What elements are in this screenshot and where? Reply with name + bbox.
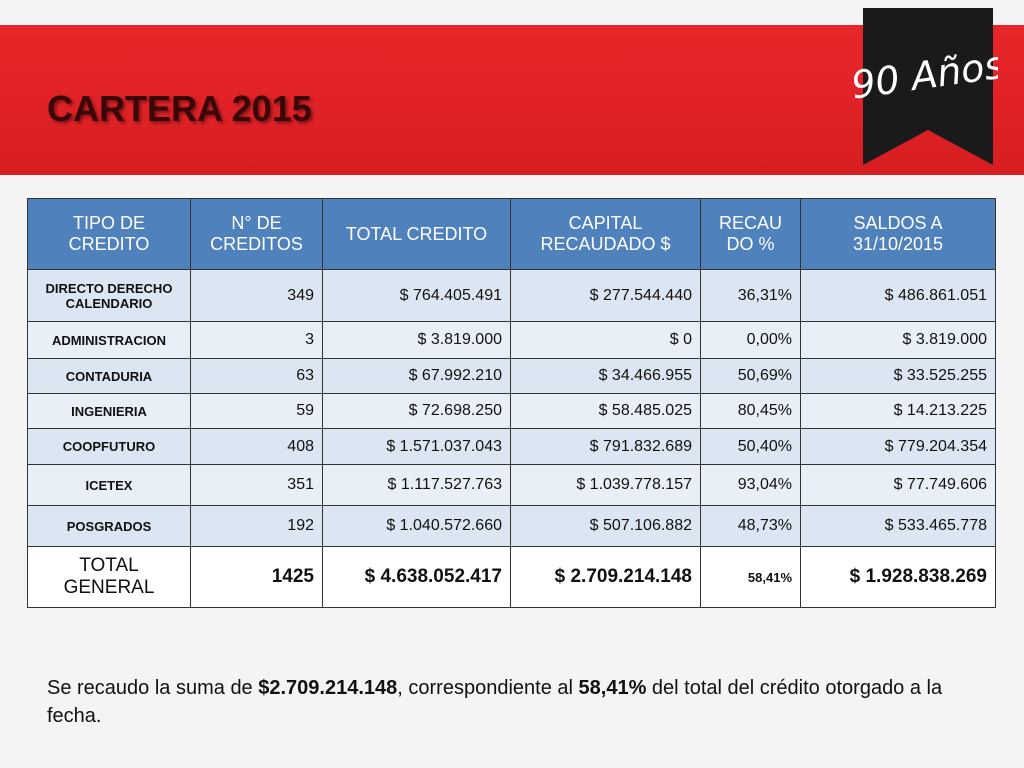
badge: 90 Años	[848, 8, 998, 165]
total-cell: $ 2.709.214.148	[510, 546, 701, 608]
table-cell: $ 1.117.527.763	[322, 464, 511, 506]
header-cell: SALDOS A 31/10/2015	[800, 198, 996, 270]
table-cell: POSGRADOS	[27, 505, 191, 547]
data-table: TIPO DE CREDITO N° DE CREDITOS TOTAL CREDI…	[27, 198, 996, 608]
table-cell: $ 14.213.225	[800, 393, 996, 429]
footnote: Se recaudo la suma de $2.709.214.148, co…	[47, 674, 977, 730]
table-row: DIRECTO DERECHO CALENDARIO 349 $ 764.405.4…	[27, 269, 996, 322]
note-segment: Se recaudo la suma de	[47, 677, 259, 699]
table-cell: $ 72.698.250	[322, 393, 511, 429]
table-cell: $ 1.039.778.157	[510, 464, 701, 506]
total-cell: $ 4.638.052.417	[322, 546, 511, 608]
table-cell: $ 791.832.689	[510, 428, 701, 465]
table-row: CONTADURIA 63 $ 67.992.210 $ 34.466.955 50,6…	[27, 358, 996, 394]
table-cell: CONTADURIA	[27, 358, 191, 394]
table-row: COOPFUTURO 408 $ 1.571.037.043 $ 791.832.68…	[27, 428, 996, 465]
header-cell: RECAU DO %	[700, 198, 801, 270]
table-cell: $ 33.525.255	[800, 358, 996, 394]
table-cell: $ 764.405.491	[322, 269, 511, 322]
total-row: TOTAL GENERAL 1425 $ 4.638.052.417 $ 2.709.…	[27, 546, 996, 608]
table-cell: 36,31%	[700, 269, 801, 322]
header-cell: TIPO DE CREDITO	[27, 198, 191, 270]
total-cell: 58,41%	[700, 546, 801, 608]
table-cell: 0,00%	[700, 321, 801, 359]
table-cell: 192	[190, 505, 323, 547]
table-cell: $ 533.465.778	[800, 505, 996, 547]
table-cell: $ 486.861.051	[800, 269, 996, 322]
header-cell: CAPITAL RECAUDADO $	[510, 198, 701, 270]
total-cell: $ 1.928.838.269	[800, 546, 996, 608]
table-cell: ICETEX	[27, 464, 191, 506]
table-row: POSGRADOS 192 $ 1.040.572.660 $ 507.106.882…	[27, 505, 996, 547]
table-cell: DIRECTO DERECHO CALENDARIO	[27, 269, 191, 322]
table-cell: 349	[190, 269, 323, 322]
table-cell: 63	[190, 358, 323, 394]
header-cell: TOTAL CREDITO	[322, 198, 511, 270]
red-band	[0, 25, 1024, 175]
table-cell: $ 58.485.025	[510, 393, 701, 429]
table-cell: $ 1.571.037.043	[322, 428, 511, 465]
table-cell: INGENIERIA	[27, 393, 191, 429]
slide-title: CARTERA 2015	[47, 88, 312, 129]
table-cell: $ 277.544.440	[510, 269, 701, 322]
table-cell: $ 3.819.000	[800, 321, 996, 359]
table-cell: 408	[190, 428, 323, 465]
table-cell: $ 67.992.210	[322, 358, 511, 394]
table-cell: 351	[190, 464, 323, 506]
table-cell: 3	[190, 321, 323, 359]
table-cell: 50,69%	[700, 358, 801, 394]
table-cell: $ 34.466.955	[510, 358, 701, 394]
table-row: ADMINISTRACION 3 $ 3.819.000 $ 0 0,00% $ 3.81…	[27, 321, 996, 359]
table-cell: 48,73%	[700, 505, 801, 547]
table-cell: 50,40%	[700, 428, 801, 465]
table-cell: 80,45%	[700, 393, 801, 429]
note-segment: $2.709.214.148	[258, 677, 398, 699]
total-cell: 1425	[190, 546, 323, 608]
table-cell: COOPFUTURO	[27, 428, 191, 465]
table-cell: $ 1.040.572.660	[322, 505, 511, 547]
note-segment: del total del crédito otorgado a la fech…	[47, 677, 943, 727]
table-cell: $ 779.204.354	[800, 428, 996, 465]
table-cell: $ 507.106.882	[510, 505, 701, 547]
table-cell: $ 0	[510, 321, 701, 359]
note-segment: , correspondiente al	[397, 677, 579, 699]
table-cell: ADMINISTRACION	[27, 321, 191, 359]
table-cell: 93,04%	[700, 464, 801, 506]
total-cell: TOTAL GENERAL	[27, 546, 191, 608]
table-cell: $ 3.819.000	[322, 321, 511, 359]
note-segment: 58,41%	[578, 677, 647, 699]
table-row: ICETEX 351 $ 1.117.527.763 $ 1.039.778.157 9…	[27, 464, 996, 506]
table-cell: 59	[190, 393, 323, 429]
table-cell: $ 77.749.606	[800, 464, 996, 506]
table-row: INGENIERIA 59 $ 72.698.250 $ 58.485.025 80,4…	[27, 393, 996, 429]
header-cell: N° DE CREDITOS	[190, 198, 323, 270]
